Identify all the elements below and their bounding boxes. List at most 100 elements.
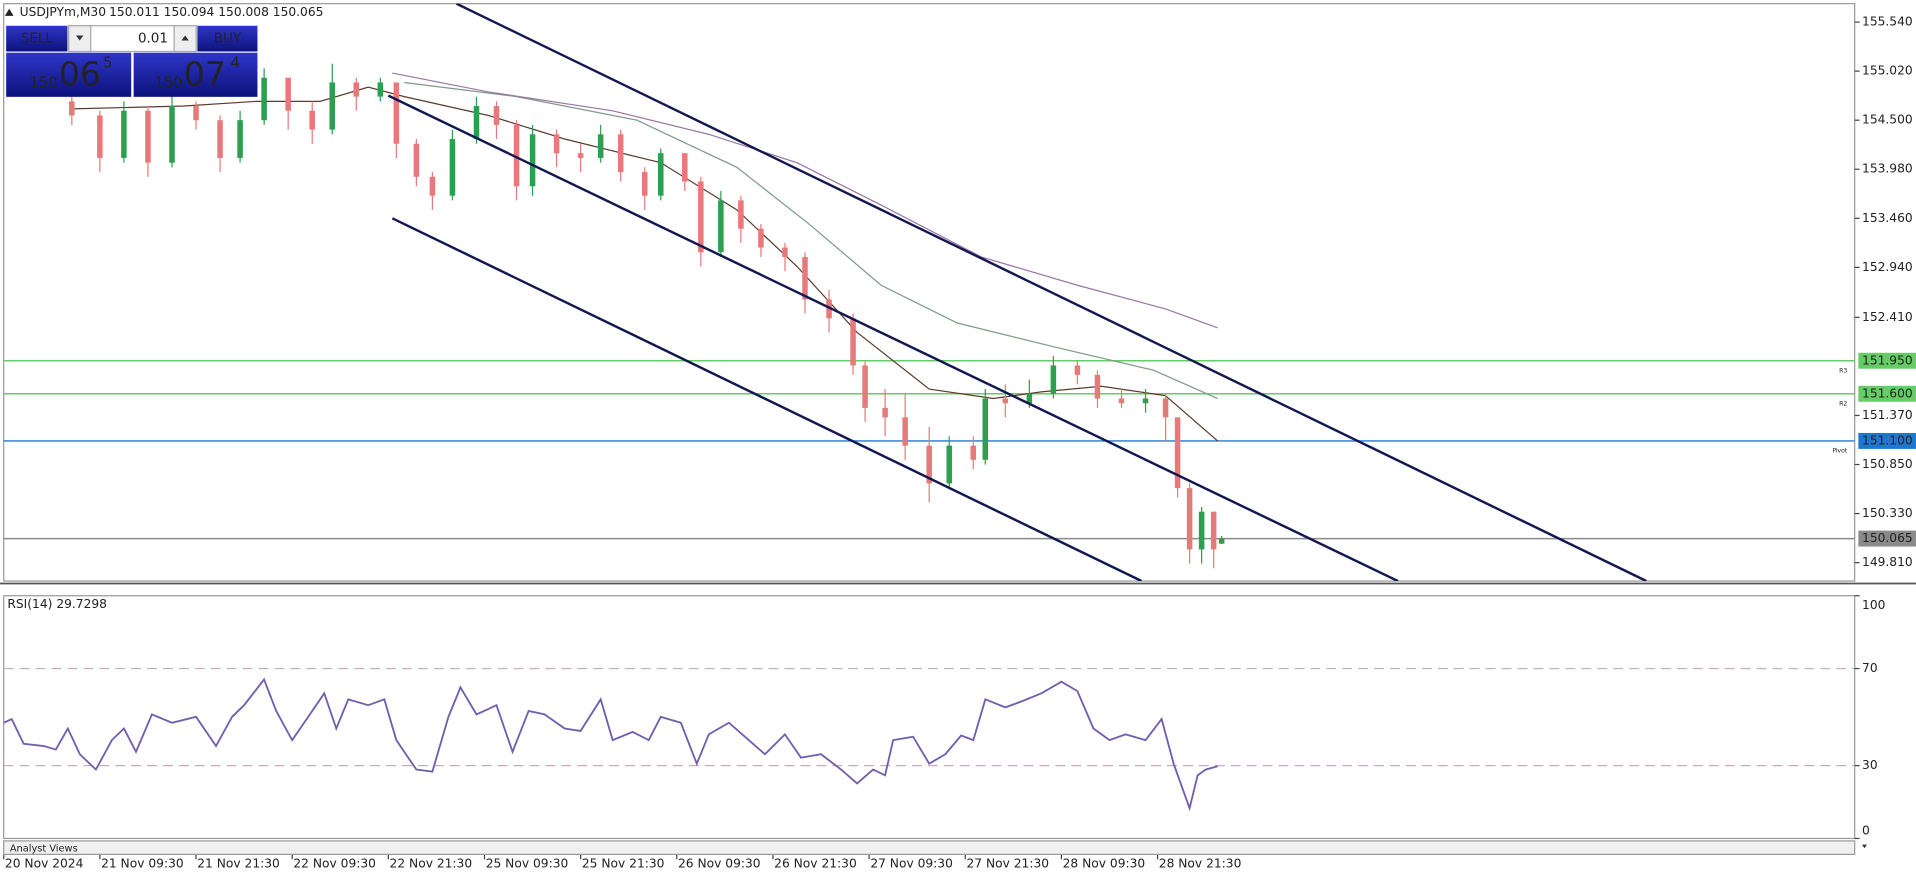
x-tick-label: 28 Nov 09:30 xyxy=(1063,857,1146,871)
trendline xyxy=(387,94,1399,582)
lot-value[interactable]: 0.01 xyxy=(138,31,168,47)
x-tick-label: 27 Nov 21:30 xyxy=(966,857,1049,871)
candle-body xyxy=(1118,398,1125,404)
axes: 155.540 155.020 154.500 153.980 153.460 152.9… xyxy=(3,15,1916,871)
y-tick-label: 155.540 xyxy=(1862,15,1913,29)
candle-body xyxy=(577,153,584,158)
x-tick-label: 28 Nov 21:30 xyxy=(1159,857,1242,871)
candle-body xyxy=(902,417,908,446)
candle-body xyxy=(1174,417,1181,489)
candle-body xyxy=(69,101,75,116)
x-tick-label: 26 Nov 09:30 xyxy=(678,857,761,871)
level-name: R2 xyxy=(1839,401,1847,408)
level-label-box xyxy=(1858,385,1916,402)
sell-button[interactable] xyxy=(6,25,68,52)
y-tick-label: 151.370 xyxy=(1862,408,1913,422)
rsi-pane xyxy=(3,595,1856,840)
x-tick-label: 22 Nov 09:30 xyxy=(293,857,376,871)
candle-body xyxy=(882,407,888,418)
candle-body xyxy=(758,228,764,248)
candle-body xyxy=(1210,511,1217,550)
lot-up-icon xyxy=(181,35,189,41)
y-tick-label: 100 xyxy=(1862,598,1885,612)
candle-body xyxy=(1198,511,1205,550)
candle-body xyxy=(1026,393,1033,404)
candle-body xyxy=(982,398,989,460)
y-tick-label: 153.460 xyxy=(1862,211,1913,225)
candle-body xyxy=(641,172,648,196)
bid-box[interactable] xyxy=(6,52,132,97)
bid-main: 06 xyxy=(59,55,101,94)
candle-body xyxy=(449,139,456,196)
buy-button[interactable] xyxy=(197,25,258,52)
candle-body xyxy=(1074,365,1081,375)
candle-body xyxy=(309,110,315,130)
candle-body xyxy=(413,143,420,177)
lot-down-icon xyxy=(76,35,84,41)
y-tick-label: 154.500 xyxy=(1862,113,1913,127)
candle-body xyxy=(862,365,868,408)
indicator-title: RSI(14) 29.7298 xyxy=(7,597,107,611)
y-tick-label: 150.850 xyxy=(1862,457,1913,471)
ask-sup: 4 xyxy=(230,55,239,72)
main-plot xyxy=(3,3,1855,582)
moving-average xyxy=(392,72,1218,329)
x-tick-label: 25 Nov 09:30 xyxy=(486,857,569,871)
level-label-box xyxy=(1858,530,1916,547)
x-tick-label: 26 Nov 21:30 xyxy=(774,857,857,871)
candle-body xyxy=(718,200,724,253)
candle-body xyxy=(237,120,243,158)
trade-panel: SELL 0.01 BUY 150 06 5 150 07 4 xyxy=(6,25,258,97)
candle-body xyxy=(597,134,604,158)
rsi-line xyxy=(3,677,1218,812)
level-label: 151.950 xyxy=(1862,353,1913,367)
symbol: USDJPYm,M30 xyxy=(20,5,106,19)
candle-body xyxy=(261,77,267,121)
y-tick-label: 70 xyxy=(1862,661,1878,675)
candle-body xyxy=(1094,374,1101,399)
candle-body xyxy=(217,120,223,158)
level-label: 151.600 xyxy=(1862,386,1913,400)
level-label-box xyxy=(1858,352,1916,369)
y-tick-label: 149.810 xyxy=(1862,555,1913,569)
candle-body xyxy=(429,176,436,196)
rsi-plot xyxy=(3,667,1855,812)
x-tick-label: 25 Nov 21:30 xyxy=(582,857,665,871)
collapse-icon[interactable] xyxy=(4,8,14,16)
candle-body xyxy=(329,82,335,130)
ask-main: 07 xyxy=(184,55,226,94)
ohlc: 150.011 150.094 150.008 150.065 xyxy=(109,5,323,19)
candle-body xyxy=(1050,365,1057,394)
candle-body xyxy=(1142,398,1149,404)
candle-body xyxy=(145,110,151,163)
bottom-panel xyxy=(3,840,1856,855)
trendline xyxy=(391,217,1143,582)
x-tick-label: 21 Nov 09:30 xyxy=(101,857,184,871)
level-label: 151.100 xyxy=(1862,433,1913,447)
sell-label: SELL xyxy=(21,31,54,47)
y-tick-label: 152.940 xyxy=(1862,260,1913,274)
ask-big: 150 xyxy=(154,74,182,91)
level-label: 150.065 xyxy=(1862,531,1913,545)
x-tick-label: 22 Nov 21:30 xyxy=(390,857,473,871)
moving-average xyxy=(404,81,1218,400)
candle-body xyxy=(1002,398,1009,404)
candle-body xyxy=(802,256,808,300)
y-tick-label: 152.410 xyxy=(1862,310,1913,324)
y-tick-label: 30 xyxy=(1862,758,1878,772)
ask-box[interactable] xyxy=(133,52,258,97)
bid-sup: 5 xyxy=(103,55,112,72)
candle-body xyxy=(97,115,103,158)
candle-body xyxy=(473,106,480,140)
x-tick-label: 27 Nov 09:30 xyxy=(870,857,953,871)
bottom-panel-title: Analyst Views xyxy=(10,843,78,854)
candle-body xyxy=(1162,398,1169,418)
candle-body xyxy=(529,134,536,187)
candle-body xyxy=(617,134,624,173)
y-tick-label: 153.980 xyxy=(1862,162,1913,176)
y-tick-label: 150.330 xyxy=(1862,506,1913,520)
y-tick-label: 0 xyxy=(1862,824,1870,838)
candle-body xyxy=(353,82,360,97)
candle-body xyxy=(553,134,560,154)
